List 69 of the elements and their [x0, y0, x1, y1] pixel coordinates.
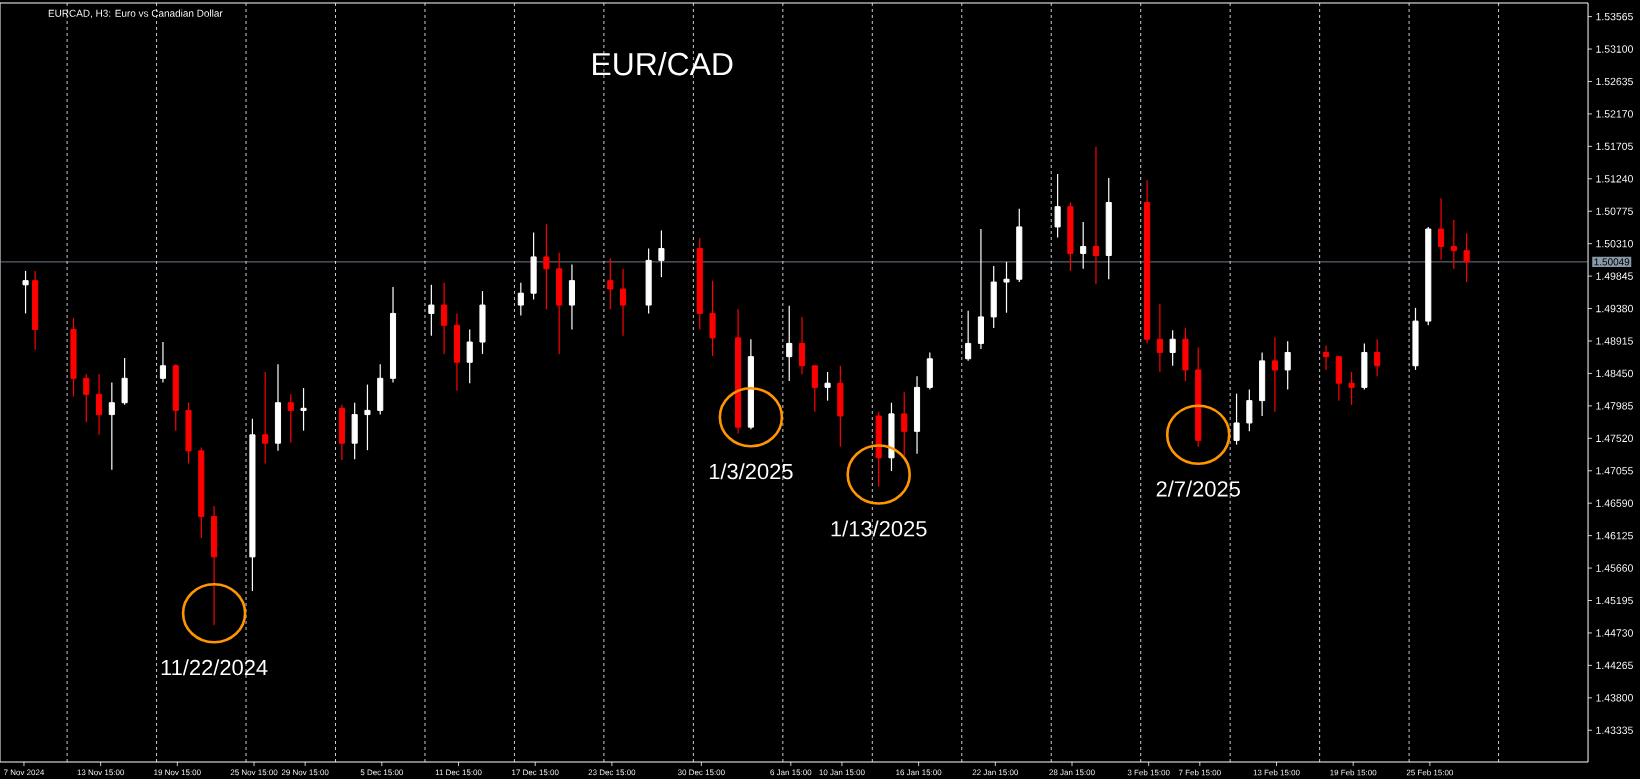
candlestick — [1463, 232, 1470, 283]
y-tick-label: 1.43335 — [1596, 726, 1633, 734]
y-tick-label: 1.44265 — [1596, 661, 1633, 670]
candlestick — [1348, 371, 1355, 406]
candlestick — [1233, 393, 1240, 446]
candlestick — [798, 316, 806, 375]
candlestick — [965, 310, 972, 362]
candlestick — [543, 223, 550, 310]
y-tick-label: 1.51240 — [1596, 175, 1633, 183]
candlestick — [1169, 329, 1176, 367]
y-tick-label: 1.46125 — [1596, 531, 1633, 540]
y-tick-label: 1.49380 — [1596, 304, 1633, 313]
y-tick-label: 1.44730 — [1596, 629, 1633, 637]
y-tick-label: 1.45660 — [1596, 564, 1633, 572]
candlestick — [1246, 388, 1253, 432]
text: EUR/CAD — [593, 52, 733, 76]
candlestick — [364, 383, 371, 451]
candlestick — [607, 257, 614, 310]
candlestick — [83, 373, 90, 423]
text: EURCAD, H3: Euro vs Canadian Dollar — [48, 9, 223, 19]
candlestick — [428, 284, 435, 337]
candlestick — [300, 387, 307, 432]
candlestick — [1080, 221, 1087, 270]
candlestick — [620, 268, 627, 337]
y-tick-label: 1.51705 — [1596, 142, 1633, 151]
candlestick — [1271, 336, 1278, 413]
candlestick — [658, 229, 665, 278]
candlestick — [901, 391, 908, 457]
y-tick-label: 1.48450 — [1596, 369, 1633, 378]
candlestick — [517, 282, 524, 317]
y-tick-label: 1.52635 — [1596, 77, 1633, 86]
y-tick-label: 1.46590 — [1596, 499, 1633, 507]
candlestick — [1322, 344, 1330, 371]
y-tick-label: 1.50310 — [1596, 239, 1633, 248]
candlestick — [96, 373, 103, 436]
candlestick — [441, 282, 448, 355]
y-tick-label: 1.47985 — [1596, 402, 1633, 410]
annotation: 2/7/2025 — [1156, 480, 1240, 497]
candlestick — [22, 270, 29, 315]
candlestick — [1374, 338, 1381, 377]
y-tick-label: 1.48915 — [1596, 337, 1633, 345]
candlestick — [1156, 303, 1163, 373]
y-tick-label: 1.45195 — [1596, 596, 1633, 605]
candlestick — [811, 365, 818, 413]
candlestick — [1003, 261, 1010, 314]
candlestick — [824, 371, 831, 402]
y-tick-label: 1.53100 — [1596, 45, 1633, 53]
y-tick-label: 1.52170 — [1596, 110, 1633, 118]
candlestick — [108, 381, 115, 471]
candlestick — [159, 341, 167, 384]
candlestick — [262, 371, 269, 465]
candlestick — [1284, 340, 1291, 391]
candlestick — [466, 328, 473, 384]
y-tick-label: 1.50775 — [1596, 207, 1633, 215]
ref-line-label: 1.50049 — [1594, 258, 1630, 266]
annotation: 11/22/2024 — [161, 659, 268, 676]
y-tick-label: 1.47520 — [1596, 434, 1633, 443]
candlestick — [287, 393, 294, 444]
candlestick — [786, 305, 793, 382]
candlestick — [1092, 146, 1100, 285]
y-tick-label: 1.53565 — [1596, 12, 1633, 21]
y-tick-label: 1.47055 — [1596, 467, 1633, 475]
annotation: 1/13/2025 — [831, 520, 927, 537]
candlestick — [1450, 219, 1457, 270]
annotation: 1/3/2025 — [709, 463, 793, 480]
y-tick-label: 1.49845 — [1596, 272, 1633, 280]
y-tick-label: 1.43800 — [1596, 694, 1633, 702]
candlestick — [1438, 197, 1445, 261]
candlestick — [1054, 173, 1061, 238]
